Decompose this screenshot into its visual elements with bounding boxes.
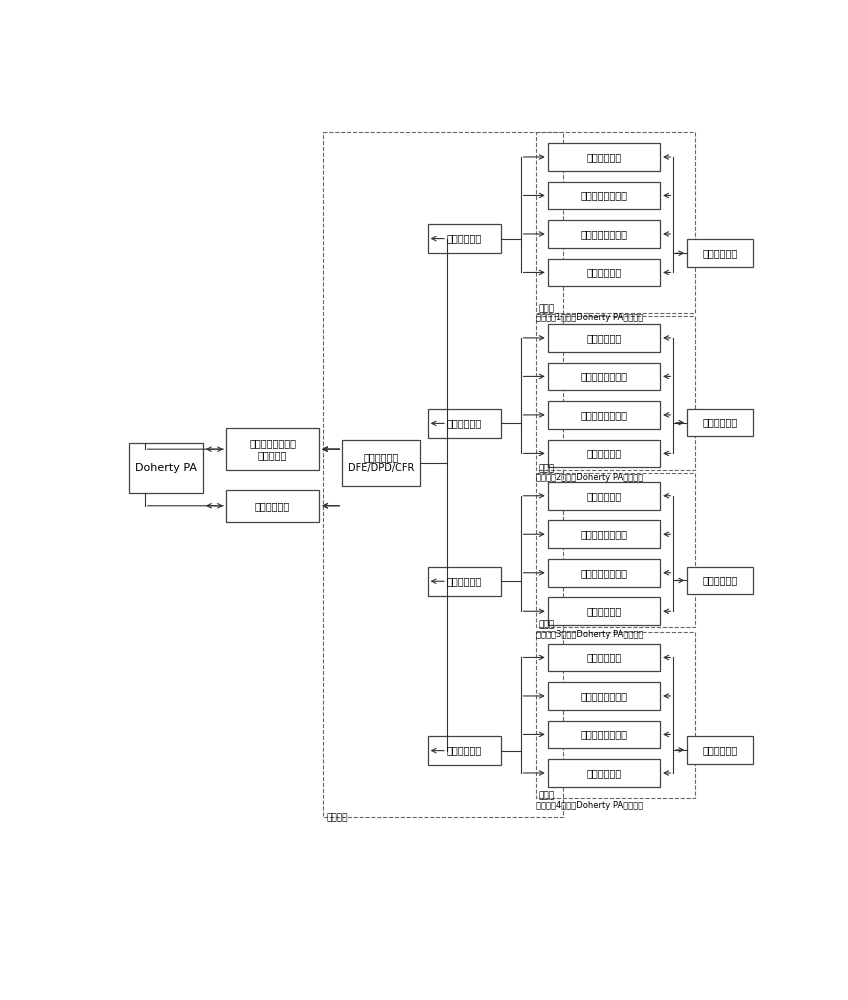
Text: 机器学习工具: 机器学习工具 — [702, 745, 738, 755]
Text: 训练停止判决: 训练停止判决 — [586, 768, 622, 778]
FancyBboxPatch shape — [548, 597, 660, 625]
FancyBboxPatch shape — [427, 567, 501, 596]
Text: 中间件: 中间件 — [538, 791, 555, 800]
FancyBboxPatch shape — [687, 239, 753, 267]
FancyBboxPatch shape — [548, 143, 660, 171]
FancyBboxPatch shape — [548, 363, 660, 390]
Text: 中间件: 中间件 — [538, 305, 555, 314]
Text: 训练停止判决: 训练停止判决 — [586, 267, 622, 277]
Text: 中间件: 中间件 — [538, 464, 555, 473]
Text: 机器学习工具: 机器学习工具 — [702, 418, 738, 428]
Text: 底层通信接口: 底层通信接口 — [447, 418, 482, 428]
Text: 底层通信接口: 底层通信接口 — [447, 746, 482, 756]
Text: 机器学习工具: 机器学习工具 — [702, 248, 738, 258]
Text: 训练单元1：调整Doherty PA主路漏压: 训练单元1：调整Doherty PA主路漏压 — [536, 312, 644, 322]
Text: 底层固件: 底层固件 — [326, 813, 349, 822]
Text: 训练停止判决: 训练停止判决 — [586, 606, 622, 616]
FancyBboxPatch shape — [548, 324, 660, 352]
Text: 数据分发模块: 数据分发模块 — [586, 652, 622, 662]
FancyBboxPatch shape — [226, 428, 319, 470]
FancyBboxPatch shape — [687, 567, 753, 594]
FancyBboxPatch shape — [129, 443, 203, 493]
Text: 数据分发模块: 数据分发模块 — [586, 333, 622, 343]
Text: 底层通信接口: 底层通信接口 — [447, 576, 482, 586]
FancyBboxPatch shape — [548, 182, 660, 209]
Text: 训练参数调整模块: 训练参数调整模块 — [580, 229, 628, 239]
FancyBboxPatch shape — [427, 409, 501, 438]
FancyBboxPatch shape — [548, 520, 660, 548]
FancyBboxPatch shape — [427, 736, 501, 765]
FancyBboxPatch shape — [343, 440, 420, 486]
Text: 训练停止判决: 训练停止判决 — [586, 448, 622, 458]
Text: 训练单元4：调整Doherty PA辅路栅压: 训练单元4：调整Doherty PA辅路栅压 — [536, 801, 644, 810]
FancyBboxPatch shape — [687, 736, 753, 764]
Text: 漏压电流检测与电
压调整电路: 漏压电流检测与电 压调整电路 — [249, 438, 296, 460]
FancyBboxPatch shape — [548, 482, 660, 510]
FancyBboxPatch shape — [548, 721, 660, 748]
FancyBboxPatch shape — [548, 682, 660, 710]
Text: 训练参数调整模块: 训练参数调整模块 — [580, 729, 628, 739]
Text: 模型参数更新模块: 模型参数更新模块 — [580, 691, 628, 701]
Text: 机器学习工具: 机器学习工具 — [702, 575, 738, 585]
FancyBboxPatch shape — [427, 224, 501, 253]
FancyBboxPatch shape — [548, 401, 660, 429]
FancyBboxPatch shape — [226, 490, 319, 522]
FancyBboxPatch shape — [548, 644, 660, 671]
FancyBboxPatch shape — [548, 440, 660, 467]
FancyBboxPatch shape — [548, 759, 660, 787]
FancyBboxPatch shape — [687, 409, 753, 436]
Text: 数据分发模块: 数据分发模块 — [586, 491, 622, 501]
Text: 数据分发模块: 数据分发模块 — [586, 152, 622, 162]
Text: 模型参数更新模块: 模型参数更新模块 — [580, 190, 628, 200]
Text: 模型参数更新模块: 模型参数更新模块 — [580, 371, 628, 381]
Text: 训练参数调整模块: 训练参数调整模块 — [580, 568, 628, 578]
Text: Doherty PA: Doherty PA — [135, 463, 197, 473]
FancyBboxPatch shape — [548, 259, 660, 286]
Text: 训练单元2：调整Doherty PA辅路漏压: 训练单元2：调整Doherty PA辅路漏压 — [536, 473, 644, 482]
Text: 栅压调整电路: 栅压调整电路 — [255, 501, 290, 511]
Text: 数字中频处理
DFE/DPD/CFR: 数字中频处理 DFE/DPD/CFR — [348, 452, 415, 473]
FancyBboxPatch shape — [548, 559, 660, 587]
Text: 模型参数更新模块: 模型参数更新模块 — [580, 529, 628, 539]
Text: 中间件: 中间件 — [538, 620, 555, 630]
Text: 底层通信接口: 底层通信接口 — [447, 234, 482, 244]
FancyBboxPatch shape — [548, 220, 660, 248]
Text: 训练参数调整模块: 训练参数调整模块 — [580, 410, 628, 420]
Text: 训练单元3：调整Doherty PA主路栅压: 训练单元3：调整Doherty PA主路栅压 — [536, 630, 644, 639]
